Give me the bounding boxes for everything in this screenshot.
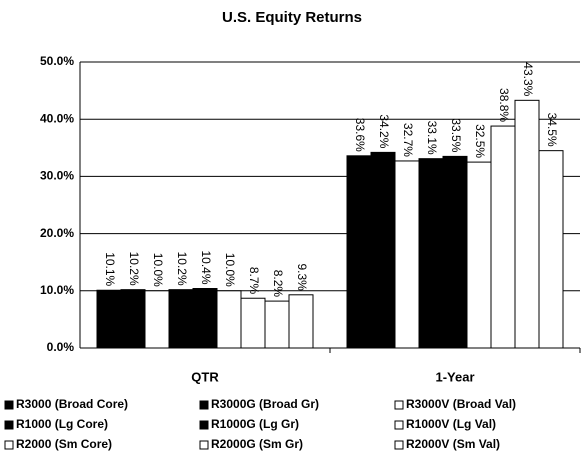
bar [192, 288, 218, 349]
bar [240, 297, 266, 349]
bar [96, 289, 122, 349]
legend-label: R1000 (Lg Core) [16, 417, 108, 431]
bar [394, 160, 420, 349]
bar [514, 99, 540, 349]
data-label: 10.2% [175, 252, 189, 286]
legend-swatch [394, 420, 404, 430]
data-label: 8.7% [247, 267, 261, 295]
data-label: 10.0% [151, 253, 165, 287]
legend-swatch [4, 400, 14, 410]
bar [370, 151, 396, 349]
bar [418, 158, 444, 349]
y-tick-label: 0.0% [47, 340, 75, 354]
legend-swatch [199, 420, 209, 430]
legend-swatch [199, 400, 209, 410]
legend-label: R3000V (Broad Val) [406, 397, 516, 411]
bar [466, 161, 492, 349]
legend-swatch [394, 400, 404, 410]
legend-label: R1000G (Lg Gr) [211, 417, 299, 431]
data-label: 34.5% [545, 113, 559, 147]
bar [144, 290, 170, 349]
legend-swatch [4, 440, 14, 450]
chart-title: U.S. Equity Returns [222, 9, 362, 26]
data-label: 32.5% [473, 124, 487, 158]
data-label: 10.2% [127, 252, 141, 286]
data-label: 38.8% [497, 88, 511, 122]
data-label: 34.2% [377, 114, 391, 148]
bar [538, 150, 564, 349]
data-label: 10.1% [103, 252, 117, 286]
legend-label: R3000 (Broad Core) [16, 397, 128, 411]
bar [288, 294, 314, 349]
legend-label: R3000G (Broad Gr) [211, 397, 319, 411]
bar [490, 125, 516, 349]
data-label: 33.1% [425, 121, 439, 155]
y-tick-label: 50.0% [40, 54, 74, 68]
legend-swatch [199, 440, 209, 450]
x-tick-label: 1-Year [435, 369, 474, 384]
data-label: 10.0% [223, 253, 237, 287]
data-label: 10.4% [199, 250, 213, 284]
legend-label: R1000V (Lg Val) [406, 417, 496, 431]
bar [442, 155, 468, 349]
y-tick-label: 10.0% [40, 283, 74, 297]
legend-label: R2000G (Sm Gr) [211, 437, 303, 451]
y-tick-label: 40.0% [40, 111, 74, 125]
legend-label: R2000V (Sm Val) [406, 437, 500, 451]
y-tick-label: 30.0% [40, 169, 74, 183]
legend-label: R2000 (Sm Core) [16, 437, 112, 451]
bar [120, 289, 146, 349]
data-label: 33.5% [449, 118, 463, 152]
data-label: 9.3% [295, 263, 309, 291]
bar [168, 289, 194, 349]
bar [346, 155, 372, 349]
y-tick-label: 20.0% [40, 226, 74, 240]
data-label: 33.6% [353, 118, 367, 152]
legend-swatch [394, 440, 404, 450]
data-label: 43.3% [521, 62, 535, 96]
x-tick-label: QTR [191, 369, 219, 384]
bar [264, 300, 290, 349]
bar [216, 290, 242, 349]
data-label: 32.7% [401, 123, 415, 157]
legend-swatch [4, 420, 14, 430]
data-label: 8.2% [271, 270, 285, 298]
